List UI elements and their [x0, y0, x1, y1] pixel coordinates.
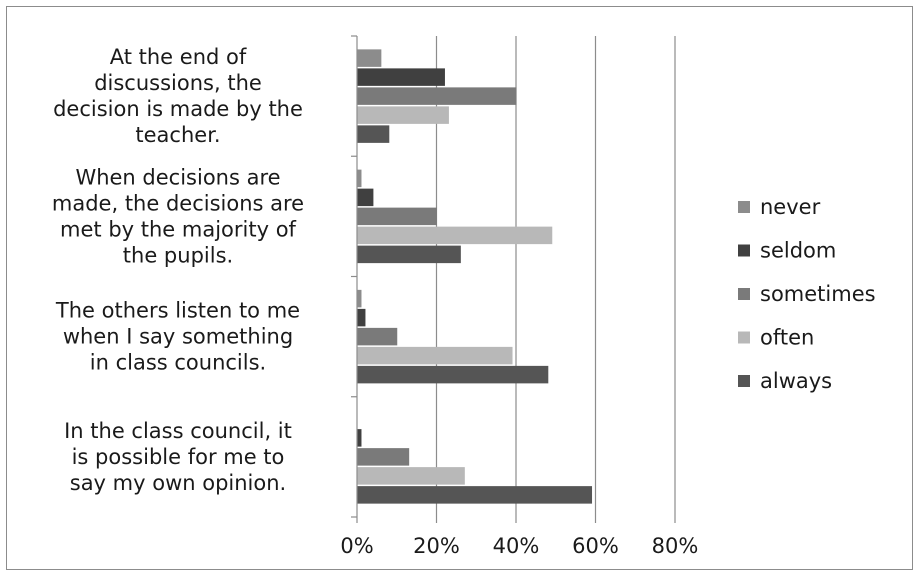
- bar-seldom-1: [357, 188, 374, 207]
- category-label-line: At the end of: [110, 45, 247, 69]
- category-label-line: when I say something: [63, 325, 293, 349]
- x-tick-label-3: 60%: [572, 534, 619, 558]
- category-label-3: In the class council, it is possible for …: [64, 419, 292, 495]
- category-label-line: made, the decisions are: [52, 191, 304, 215]
- legend-label-never: never: [760, 195, 821, 219]
- legend-label-seldom: seldom: [760, 239, 836, 263]
- category-label-line: in class councils.: [90, 351, 266, 375]
- category-label-line: When decisions are: [75, 165, 280, 189]
- category-label-line: is possible for me to: [72, 445, 285, 469]
- bar-often-3: [357, 467, 465, 485]
- bar-often-2: [357, 346, 513, 365]
- legend-swatch-always: [738, 375, 750, 387]
- gridlines: [435, 36, 676, 517]
- bar-never-1: [357, 169, 362, 188]
- category-label-line: decision is made by the: [53, 97, 303, 121]
- x-tick-label-2: 40%: [493, 534, 540, 558]
- legend-label-often: often: [760, 326, 814, 350]
- bar-always-0: [357, 125, 390, 143]
- bar-often-0: [357, 106, 449, 124]
- bars: [357, 49, 593, 504]
- category-label-line: say my own opinion.: [70, 471, 286, 495]
- legend-swatch-often: [738, 331, 750, 344]
- bar-sometimes-1: [357, 207, 437, 226]
- bar-sometimes-3: [357, 448, 410, 466]
- category-label-0: At the end of discussions, the decision is…: [53, 45, 303, 147]
- legend-swatch-sometimes: [738, 288, 750, 300]
- category-label-1: When decisions are made, the decisions ar…: [52, 165, 304, 267]
- category-label-line: the pupils.: [123, 243, 233, 267]
- bar-often-1: [357, 226, 553, 245]
- bar-sometimes-2: [357, 327, 398, 346]
- bar-sometimes-0: [357, 87, 517, 105]
- category-label-line: In the class council, it: [64, 419, 292, 443]
- legend-swatch-seldom: [738, 244, 750, 257]
- category-labels: At the end of discussions, the decision is…: [52, 45, 304, 495]
- bar-always-2: [357, 365, 549, 384]
- bar-seldom-2: [357, 308, 366, 327]
- legend-label-always: always: [760, 369, 832, 393]
- bar-seldom-3: [357, 429, 362, 447]
- bar-never-0: [357, 49, 382, 67]
- category-label-line: The others listen to me: [55, 299, 300, 323]
- legend: never seldom sometimes often always: [738, 195, 876, 393]
- axes: [351, 35, 676, 523]
- category-label-line: discussions, the: [94, 71, 262, 95]
- legend-label-sometimes: sometimes: [760, 282, 876, 306]
- x-tick-label-1: 20%: [413, 534, 460, 558]
- x-tick-labels: 0% 20% 40% 60% 80%: [340, 534, 698, 558]
- category-label-2: The others listen to me when I say someth…: [55, 299, 300, 375]
- bar-always-1: [357, 245, 461, 264]
- x-tick-label-0: 0%: [340, 534, 373, 558]
- category-label-line: teacher.: [135, 123, 220, 147]
- bar-always-3: [357, 486, 593, 504]
- bar-never-2: [357, 289, 362, 308]
- bar-seldom-0: [357, 68, 445, 86]
- x-tick-label-4: 80%: [652, 534, 699, 558]
- category-label-line: met by the majority of: [60, 217, 297, 241]
- legend-swatch-never: [738, 201, 750, 213]
